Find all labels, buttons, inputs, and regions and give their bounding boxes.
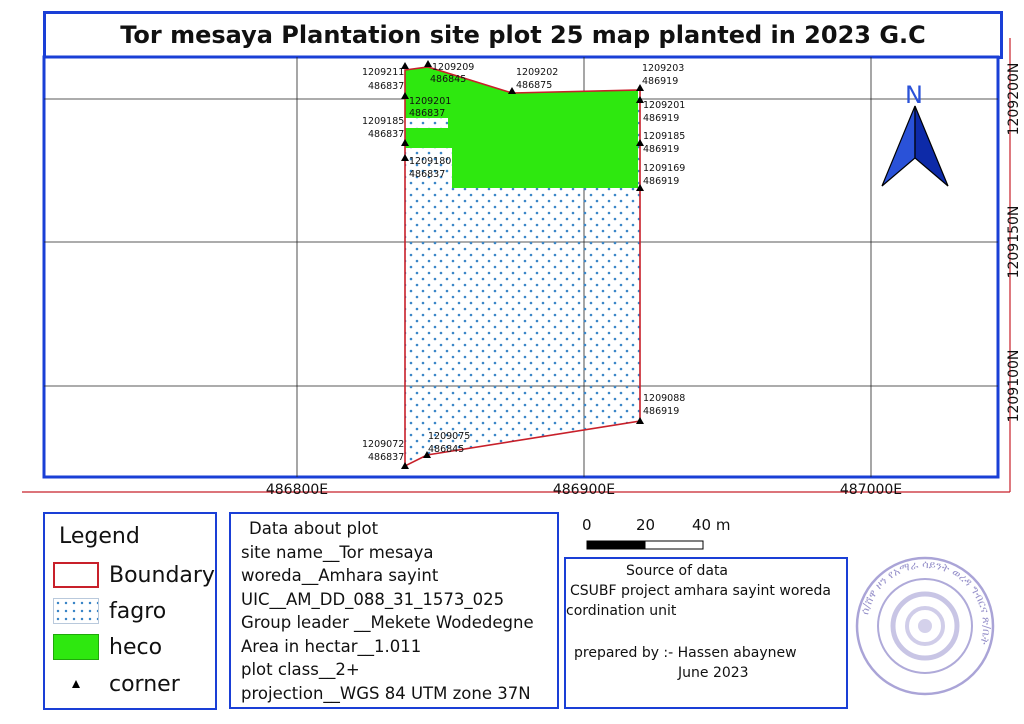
corner-label: 486919 bbox=[643, 144, 679, 155]
corner-marker bbox=[636, 84, 644, 91]
heco-swatch bbox=[53, 634, 99, 660]
corner-label: 486837 bbox=[368, 81, 404, 92]
legend-item-label: Boundary bbox=[109, 562, 215, 588]
y-tick-label: 1209100N bbox=[1006, 350, 1022, 423]
plot-info-line: UIC__AM_DD_088_31_1573_025 bbox=[241, 589, 505, 609]
prepared-by: prepared by :- Hassen abaynew bbox=[574, 645, 797, 661]
corner-label: 486919 bbox=[642, 76, 678, 87]
legend-item-label: corner bbox=[109, 671, 180, 697]
plot-info-line: woreda__Amhara sayint bbox=[241, 566, 439, 585]
x-tick-label: 487000E bbox=[840, 482, 902, 498]
north-arrow-icon: N bbox=[881, 81, 949, 187]
corner-label: 1209209 bbox=[432, 62, 474, 73]
corner-label: 486919 bbox=[643, 113, 679, 124]
corner-label: 486845 bbox=[430, 74, 466, 85]
corner-marker bbox=[636, 96, 644, 103]
corner-label: 1209075 bbox=[428, 431, 470, 442]
corner-marker bbox=[401, 139, 409, 146]
legend-item-corner: corner bbox=[53, 671, 180, 697]
corner-label: 1209211 bbox=[362, 67, 404, 78]
corner-swatch bbox=[53, 671, 99, 697]
corner-label: 1209202 bbox=[516, 67, 558, 78]
scale-bar: 0 20 40 m bbox=[582, 516, 752, 556]
scale-label: 20 bbox=[636, 516, 656, 534]
legend-item-fagro: fagro bbox=[53, 598, 166, 624]
plot-info-line: Group leader __Mekete Wodedegne bbox=[241, 613, 534, 632]
legend-item-heco: heco bbox=[53, 634, 162, 660]
corner-marker bbox=[636, 184, 644, 191]
corner-marker bbox=[401, 92, 409, 99]
plot-info-line: projection__WGS 84 UTM zone 37N bbox=[241, 683, 531, 703]
corner-label: 1209185 bbox=[643, 131, 685, 142]
corner-label: 486919 bbox=[643, 406, 679, 417]
corner-marker bbox=[424, 60, 432, 67]
plot-boundary bbox=[404, 66, 641, 468]
corner-label: 486837 bbox=[409, 108, 445, 119]
scale-label: 40 m bbox=[692, 516, 731, 534]
corner-marker bbox=[636, 417, 644, 424]
corner-marker bbox=[423, 451, 431, 458]
legend-item-boundary: Boundary bbox=[53, 562, 215, 588]
north-arrow-label: N bbox=[905, 81, 923, 109]
corner-marker bbox=[508, 87, 516, 94]
y-tick-labels: 1209200N 1209150N 1209100N bbox=[1006, 63, 1022, 423]
x-tick-labels: 486800E 486900E 487000E bbox=[266, 482, 902, 498]
plot-info-line: site name__Tor mesaya bbox=[241, 542, 434, 562]
y-tick-label: 1209200N bbox=[1006, 63, 1022, 136]
corner-label: 486837 bbox=[368, 452, 404, 463]
corner-marker bbox=[401, 462, 409, 469]
corner-label: 1209088 bbox=[643, 393, 685, 404]
corner-label: 1209201 bbox=[643, 100, 685, 111]
corner-label: 486837 bbox=[409, 169, 445, 180]
corner-label: 1209203 bbox=[642, 63, 684, 74]
plot-info-line: plot class__2+ bbox=[241, 660, 360, 679]
boundary-swatch bbox=[53, 562, 99, 588]
map-title-box: Tor mesaya Plantation site plot 25 map p… bbox=[43, 11, 1003, 59]
source-panel: Source of data CSUBF project amhara sayi… bbox=[564, 557, 848, 709]
plot-info-panel: Data about plot site name__Tor mesaya wo… bbox=[229, 512, 559, 709]
corner-label: 1209072 bbox=[362, 439, 404, 450]
legend-item-label: fagro bbox=[109, 598, 167, 624]
legend-title: Legend bbox=[59, 524, 140, 549]
corner-label: 486919 bbox=[643, 176, 679, 187]
x-tick-label: 486900E bbox=[553, 482, 615, 498]
plot-info-line: Area in hectar__1.011 bbox=[241, 636, 422, 656]
triangle-icon bbox=[72, 680, 80, 688]
source-line: CSUBF project amhara sayint woreda bbox=[570, 583, 831, 599]
corner-label: 486837 bbox=[368, 129, 404, 140]
scale-label: 0 bbox=[582, 516, 592, 534]
corner-label: 486875 bbox=[516, 80, 552, 91]
heco-area bbox=[405, 67, 638, 188]
source-line: cordination unit bbox=[566, 603, 677, 619]
corner-marker bbox=[636, 139, 644, 146]
corner-labels: 1209211 486837 1209209 486845 1209202 48… bbox=[362, 62, 685, 463]
plot-info-header: Data about plot bbox=[249, 519, 379, 538]
corner-markers bbox=[401, 60, 644, 469]
map-canvas: 1209211 486837 1209209 486845 1209202 48… bbox=[22, 38, 1022, 498]
corner-label: 1209201 bbox=[409, 96, 451, 107]
legend-panel: Legend Boundary fagro heco corner bbox=[43, 512, 217, 710]
corner-label: 1209169 bbox=[643, 163, 685, 174]
corner-marker bbox=[401, 154, 409, 161]
corner-label: 486845 bbox=[428, 444, 464, 455]
corner-marker bbox=[401, 62, 409, 69]
corner-label: 1209180 bbox=[409, 156, 451, 167]
official-stamp-icon: ሰ/ሸዋ ዞን የአማራ ሳይንት ወረዳ ግብርና ጽ/ቤት bbox=[855, 556, 995, 696]
fagro-swatch bbox=[53, 598, 99, 624]
map-title: Tor mesaya Plantation site plot 25 map p… bbox=[120, 21, 926, 49]
legend-item-label: heco bbox=[109, 634, 163, 660]
scale-bar-graphic bbox=[586, 540, 704, 550]
corner-label: 1209185 bbox=[362, 116, 404, 127]
x-tick-label: 486800E bbox=[266, 482, 328, 498]
source-header: Source of data bbox=[626, 563, 729, 579]
prepared-date: June 2023 bbox=[678, 665, 749, 681]
y-tick-label: 1209150N bbox=[1006, 206, 1022, 279]
